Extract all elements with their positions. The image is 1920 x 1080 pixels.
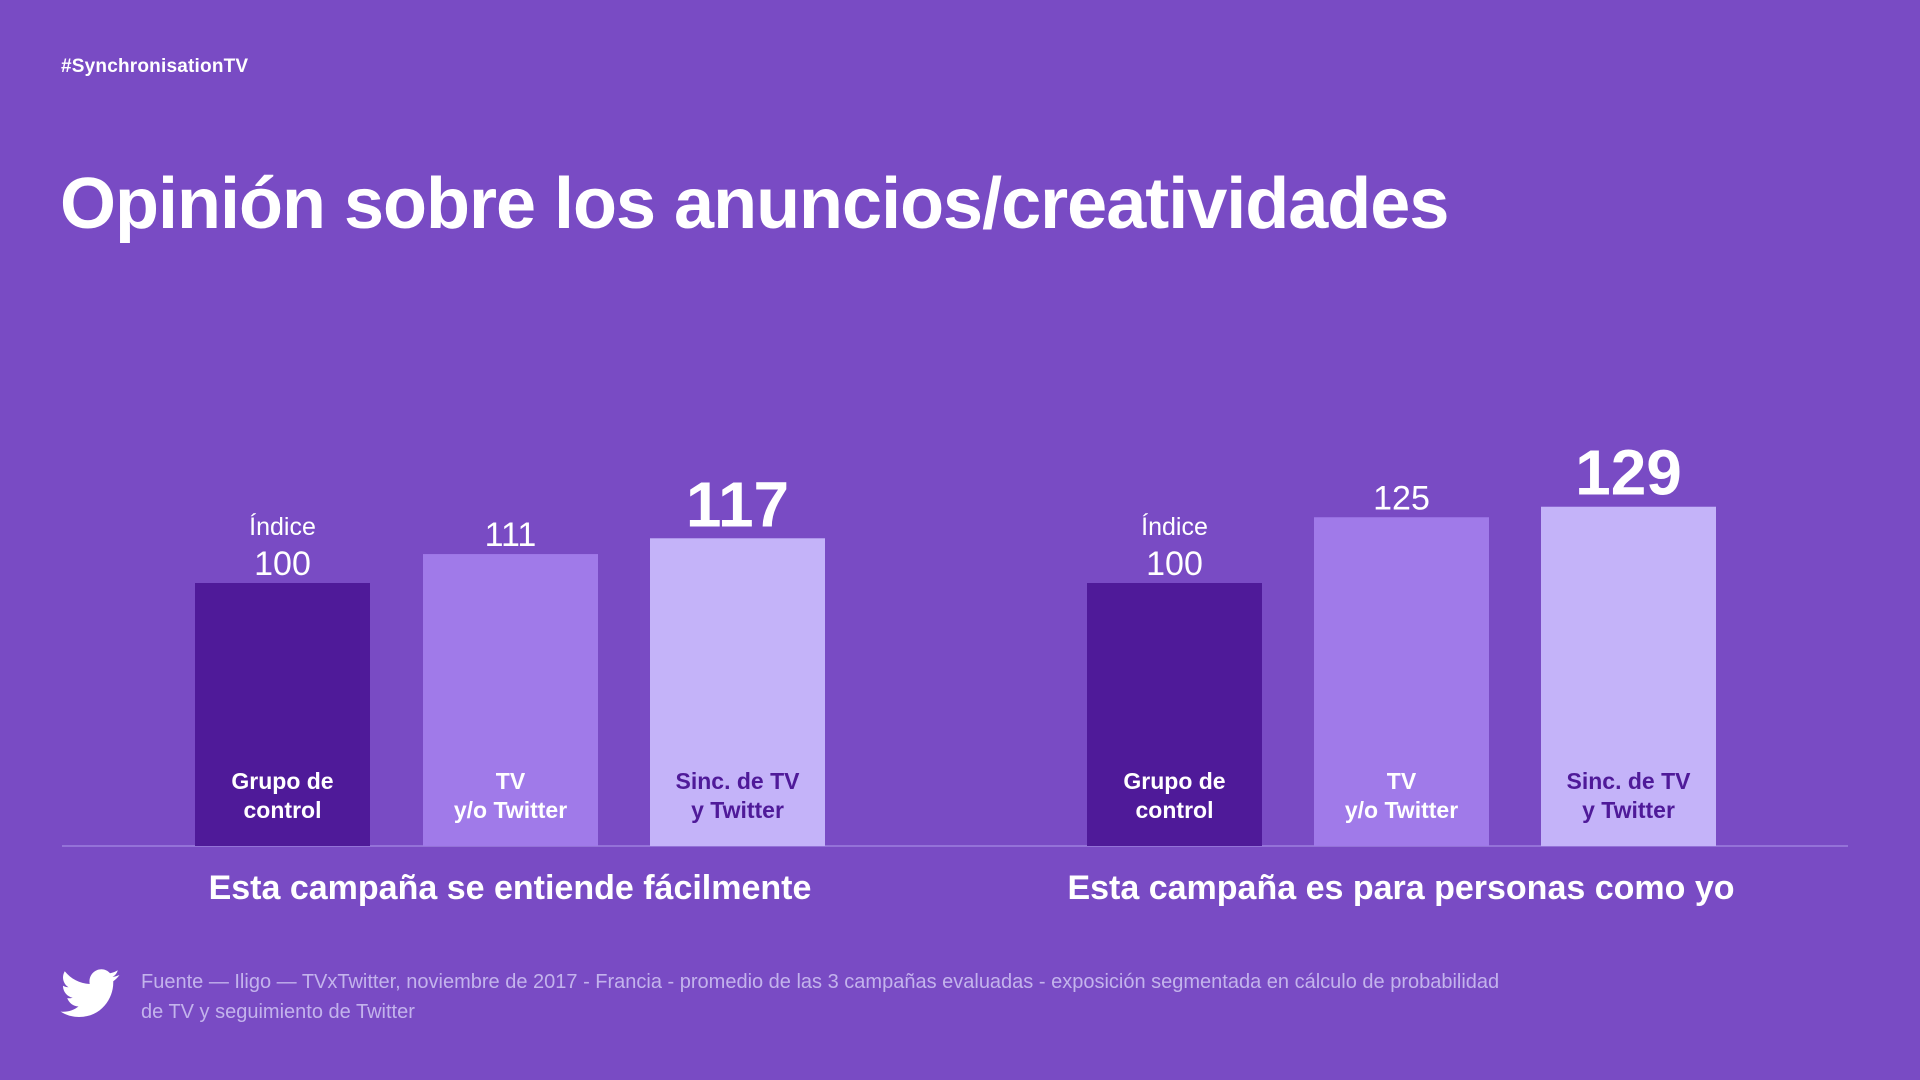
page-title: Opinión sobre los anuncios/creatividades [60, 164, 1449, 244]
value-label-1-2: 111 [485, 516, 537, 554]
category-label-1-3-line1: Sinc. de TV [676, 768, 801, 794]
bar-1-3 [650, 538, 825, 846]
index-label-1-1: Índice [249, 512, 316, 541]
bar-2-2 [1314, 517, 1489, 846]
category-label-1-2-line2: y/o Twitter [454, 797, 567, 823]
bar-2-3 [1541, 506, 1716, 846]
footnote-line-2: de TV y seguimiento de Twitter [141, 1001, 415, 1023]
category-label-2-2-line2: y/o Twitter [1345, 797, 1458, 823]
category-label-1-1-line1: Grupo de [231, 768, 333, 794]
value-label-2-2: 125 [1373, 479, 1430, 517]
index-label-2-1: Índice [1141, 512, 1208, 541]
hashtag-label: #SynchronisationTV [61, 56, 249, 77]
value-label-1-3: 117 [686, 468, 789, 540]
category-label-1-3-line2: y Twitter [691, 797, 784, 823]
category-label-2-1-line2: control [1136, 797, 1214, 823]
category-label-2-3-line1: Sinc. de TV [1567, 768, 1692, 794]
bar-1-1 [195, 583, 370, 846]
category-label-1-2-line1: TV [496, 768, 526, 794]
bar-2-1 [1087, 583, 1262, 846]
group-label-1: Esta campaña se entiende fácilmente [209, 869, 812, 907]
bar-1-2 [423, 554, 598, 846]
value-label-2-3: 129 [1575, 437, 1682, 509]
source-footnote: Fuente — Iligo — TVxTwitter, noviembre d… [141, 967, 1701, 1027]
twitter-bird-icon [60, 969, 120, 1017]
value-label-2-1: 100 [1146, 545, 1203, 583]
footnote-line-1: Fuente — Iligo — TVxTwitter, noviembre d… [141, 971, 1500, 993]
category-label-1-1-line2: control [244, 797, 322, 823]
value-label-1-1: 100 [254, 545, 311, 583]
category-label-2-2-line1: TV [1387, 768, 1417, 794]
group-label-2: Esta campaña es para personas como yo [1067, 869, 1734, 907]
category-label-2-1-line1: Grupo de [1123, 768, 1225, 794]
category-label-2-3-line2: y Twitter [1582, 797, 1675, 823]
